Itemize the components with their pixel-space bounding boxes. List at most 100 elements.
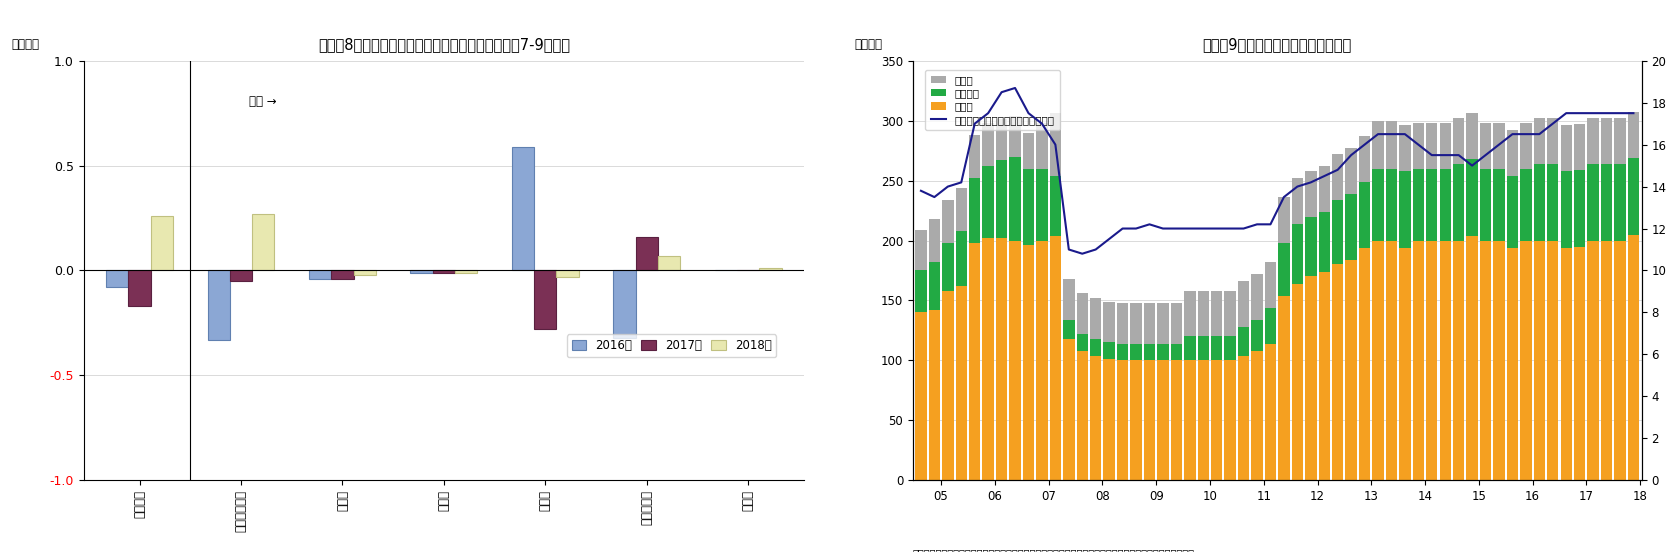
Bar <box>1399 248 1410 480</box>
Bar <box>1494 168 1504 241</box>
Bar <box>1144 360 1156 480</box>
Bar <box>1385 168 1397 241</box>
Bar <box>1372 168 1384 241</box>
Bar <box>253 214 275 270</box>
Bar <box>1010 157 1020 241</box>
Bar <box>1291 224 1303 284</box>
Bar <box>1521 241 1531 480</box>
Bar <box>1508 248 1518 480</box>
Bar <box>1425 123 1437 168</box>
Bar <box>970 135 980 178</box>
Bar <box>1332 264 1343 480</box>
Bar <box>151 216 173 270</box>
Bar <box>1574 170 1585 247</box>
Bar <box>1345 148 1357 194</box>
Bar <box>1198 336 1209 360</box>
Bar <box>1037 168 1047 241</box>
Bar <box>308 270 332 279</box>
Bar <box>1332 200 1343 264</box>
Bar <box>1466 114 1477 159</box>
Bar <box>955 188 966 231</box>
Bar <box>1628 158 1640 235</box>
Bar <box>970 178 980 243</box>
Bar <box>1479 168 1491 241</box>
Bar <box>1198 360 1209 480</box>
Bar <box>1588 118 1600 164</box>
Bar <box>1601 241 1613 480</box>
Bar <box>1385 241 1397 480</box>
Bar <box>556 270 580 277</box>
Bar <box>1615 164 1626 241</box>
Bar <box>1588 241 1600 480</box>
Bar <box>1211 336 1223 360</box>
Bar <box>1037 241 1047 480</box>
Bar <box>229 270 253 281</box>
Bar <box>983 123 993 166</box>
Bar <box>970 243 980 480</box>
Bar <box>941 200 953 243</box>
Bar <box>1291 178 1303 224</box>
Bar <box>1318 212 1330 272</box>
Text: （注）株式等、投資信託、外貨預金、対外証券投資、信託受益権、企業型確定拠出年金内の株式等、投資信: （注）株式等、投資信託、外貨預金、対外証券投資、信託受益権、企業型確定拠出年金内… <box>913 548 1194 552</box>
Bar <box>332 270 353 279</box>
Bar <box>1238 327 1250 355</box>
Bar <box>1077 334 1089 351</box>
Bar <box>1358 136 1370 182</box>
Bar <box>1157 343 1169 360</box>
Bar <box>1615 118 1626 164</box>
Bar <box>997 238 1007 480</box>
Bar <box>941 243 953 291</box>
Bar <box>1521 168 1531 241</box>
Bar <box>1345 259 1357 480</box>
Bar <box>1131 360 1142 480</box>
Bar <box>1332 154 1343 200</box>
Bar <box>1399 125 1410 171</box>
Bar <box>997 119 1007 160</box>
Bar <box>1064 279 1075 320</box>
Bar <box>1479 123 1491 168</box>
Bar <box>1452 118 1464 164</box>
Bar <box>1090 298 1102 339</box>
Bar <box>1574 247 1585 480</box>
Bar <box>1251 320 1263 351</box>
Bar <box>1561 248 1571 480</box>
Bar <box>1574 124 1585 170</box>
Bar <box>1077 293 1089 334</box>
Bar <box>1211 360 1223 480</box>
Bar <box>983 238 993 480</box>
Bar <box>658 256 680 270</box>
Bar <box>1224 360 1236 480</box>
Bar <box>1211 291 1223 336</box>
Bar <box>208 270 229 339</box>
Bar <box>1157 360 1169 480</box>
Bar <box>1425 241 1437 480</box>
Bar <box>1104 342 1116 359</box>
Bar <box>941 291 953 480</box>
Bar <box>456 270 477 273</box>
Bar <box>534 270 556 329</box>
Legend: 2016年, 2017年, 2018年: 2016年, 2017年, 2018年 <box>566 335 777 357</box>
Title: （図表8）株式・出資金・投信除く証券のフロー（7-9月期）: （図表8）株式・出資金・投信除く証券のフロー（7-9月期） <box>318 38 570 52</box>
Bar <box>1144 303 1156 343</box>
Text: （兆円）: （兆円） <box>12 38 40 51</box>
Bar <box>1278 198 1290 243</box>
Bar <box>759 268 782 270</box>
Bar <box>1385 121 1397 168</box>
Bar <box>1548 164 1558 241</box>
Bar <box>1372 241 1384 480</box>
Bar <box>1077 351 1089 480</box>
Bar <box>1452 241 1464 480</box>
Bar <box>1425 168 1437 241</box>
Bar <box>1601 118 1613 164</box>
Bar <box>1171 360 1183 480</box>
Bar <box>1534 241 1544 480</box>
Bar <box>1439 168 1451 241</box>
Bar <box>106 270 129 287</box>
Bar <box>1117 343 1129 360</box>
Bar <box>1494 123 1504 168</box>
Bar <box>1090 339 1102 355</box>
Bar <box>1184 291 1196 336</box>
Text: （兆円）: （兆円） <box>854 38 883 51</box>
Bar <box>1090 355 1102 480</box>
Bar <box>1050 236 1060 480</box>
